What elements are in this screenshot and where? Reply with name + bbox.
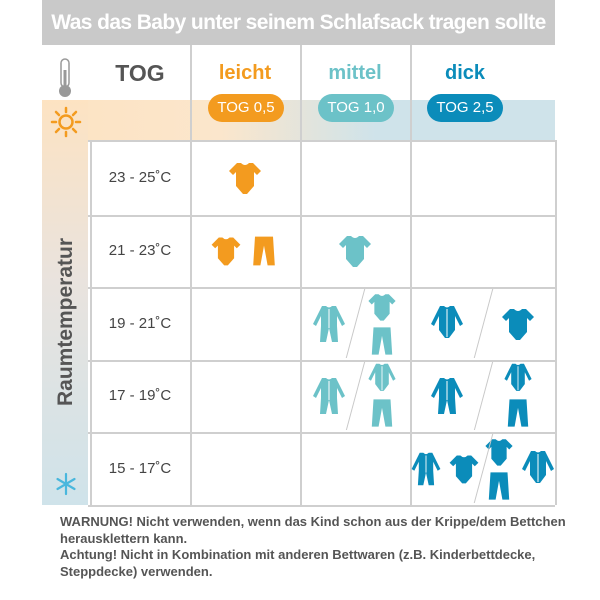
clothing-cell <box>302 217 408 285</box>
sleepsuit-icon <box>309 304 349 344</box>
temperature-range: 15 - 17˚C <box>108 460 172 477</box>
clothing-option <box>482 434 558 503</box>
pants-icon <box>365 324 399 358</box>
clothing-cell <box>302 289 408 358</box>
temperature-gradient-sidebar <box>42 100 88 505</box>
grid-line <box>88 287 555 289</box>
clothing-option <box>355 289 408 358</box>
temperature-range: 19 - 21˚C <box>108 315 172 332</box>
clothing-stack <box>365 362 399 430</box>
bodysuit-icon <box>365 290 399 324</box>
sleepsuit-icon <box>408 451 444 487</box>
longsleeve-icon <box>427 304 467 344</box>
sun-icon <box>50 106 82 138</box>
longsleeve-icon <box>518 449 558 489</box>
sleepsuit-icon <box>309 376 349 416</box>
clothing-cell <box>192 217 298 285</box>
clothing-option <box>192 217 298 285</box>
bodysuit-icon <box>335 231 375 271</box>
clothing-cell <box>412 289 553 358</box>
tog-badge-leicht: TOG 0,5 <box>208 94 284 122</box>
clothing-option <box>412 289 483 358</box>
clothing-stack <box>482 435 516 503</box>
longsleeve-icon <box>501 362 535 396</box>
column-leicht: leicht <box>218 62 272 84</box>
clothing-stack <box>501 362 535 430</box>
clothing-option <box>302 362 355 430</box>
grid-line <box>88 505 555 507</box>
clothing-cell <box>302 362 408 430</box>
pants-icon <box>246 233 282 269</box>
tog-badge-dick: TOG 2,5 <box>427 94 503 122</box>
warning-line-2: Achtung! Nicht in Kombination mit andere… <box>60 547 536 579</box>
grid-line <box>88 360 555 362</box>
clothing-option <box>302 217 408 285</box>
grid-line <box>88 140 555 142</box>
column-dick: dick <box>444 62 486 84</box>
longsleeve-icon <box>365 362 399 396</box>
grid-line <box>300 45 302 505</box>
clothing-option <box>483 362 554 430</box>
sleepsuit-icon <box>427 376 467 416</box>
bodysuit-icon <box>225 158 265 198</box>
grid-line <box>88 432 555 434</box>
bodysuit-icon <box>446 451 482 487</box>
snowflake-icon <box>56 472 76 496</box>
warning-line-1: WARNUNG! Nicht verwenden, wenn das Kind … <box>60 514 566 546</box>
thermometer-icon <box>59 58 71 97</box>
clothing-stack <box>365 290 399 358</box>
pants-icon <box>365 396 399 430</box>
temperature-range: 23 - 25˚C <box>108 169 172 186</box>
grid-line <box>410 45 412 505</box>
column-mittel: mittel <box>328 62 382 84</box>
pants-icon <box>482 469 516 503</box>
clothing-option <box>408 434 482 503</box>
page-title: Was das Baby unter seinem Schlafsack tra… <box>42 0 555 45</box>
grid-line <box>88 215 555 217</box>
bodysuit-icon <box>208 233 244 269</box>
temperature-range: 17 - 19˚C <box>108 387 172 404</box>
grid-line <box>90 140 92 505</box>
grid-line <box>190 45 192 505</box>
clothing-option <box>192 142 298 213</box>
clothing-option <box>483 289 554 358</box>
bodysuit-icon <box>498 304 538 344</box>
room-temperature-label: Raumtemperatur <box>54 237 77 407</box>
clothing-option <box>412 362 483 430</box>
grid-line <box>555 140 557 505</box>
pants-icon <box>501 396 535 430</box>
clothing-option <box>302 289 355 358</box>
warning-text: WARNUNG! Nicht verwenden, wenn das Kind … <box>60 514 580 580</box>
temperature-range: 21 - 23˚C <box>108 242 172 259</box>
clothing-cell <box>192 142 298 213</box>
tog-badge-mittel: TOG 1,0 <box>318 94 394 122</box>
clothing-option <box>355 362 408 430</box>
clothing-cell <box>412 362 553 430</box>
tog-header: TOG <box>115 60 165 86</box>
clothing-cell <box>412 434 553 503</box>
